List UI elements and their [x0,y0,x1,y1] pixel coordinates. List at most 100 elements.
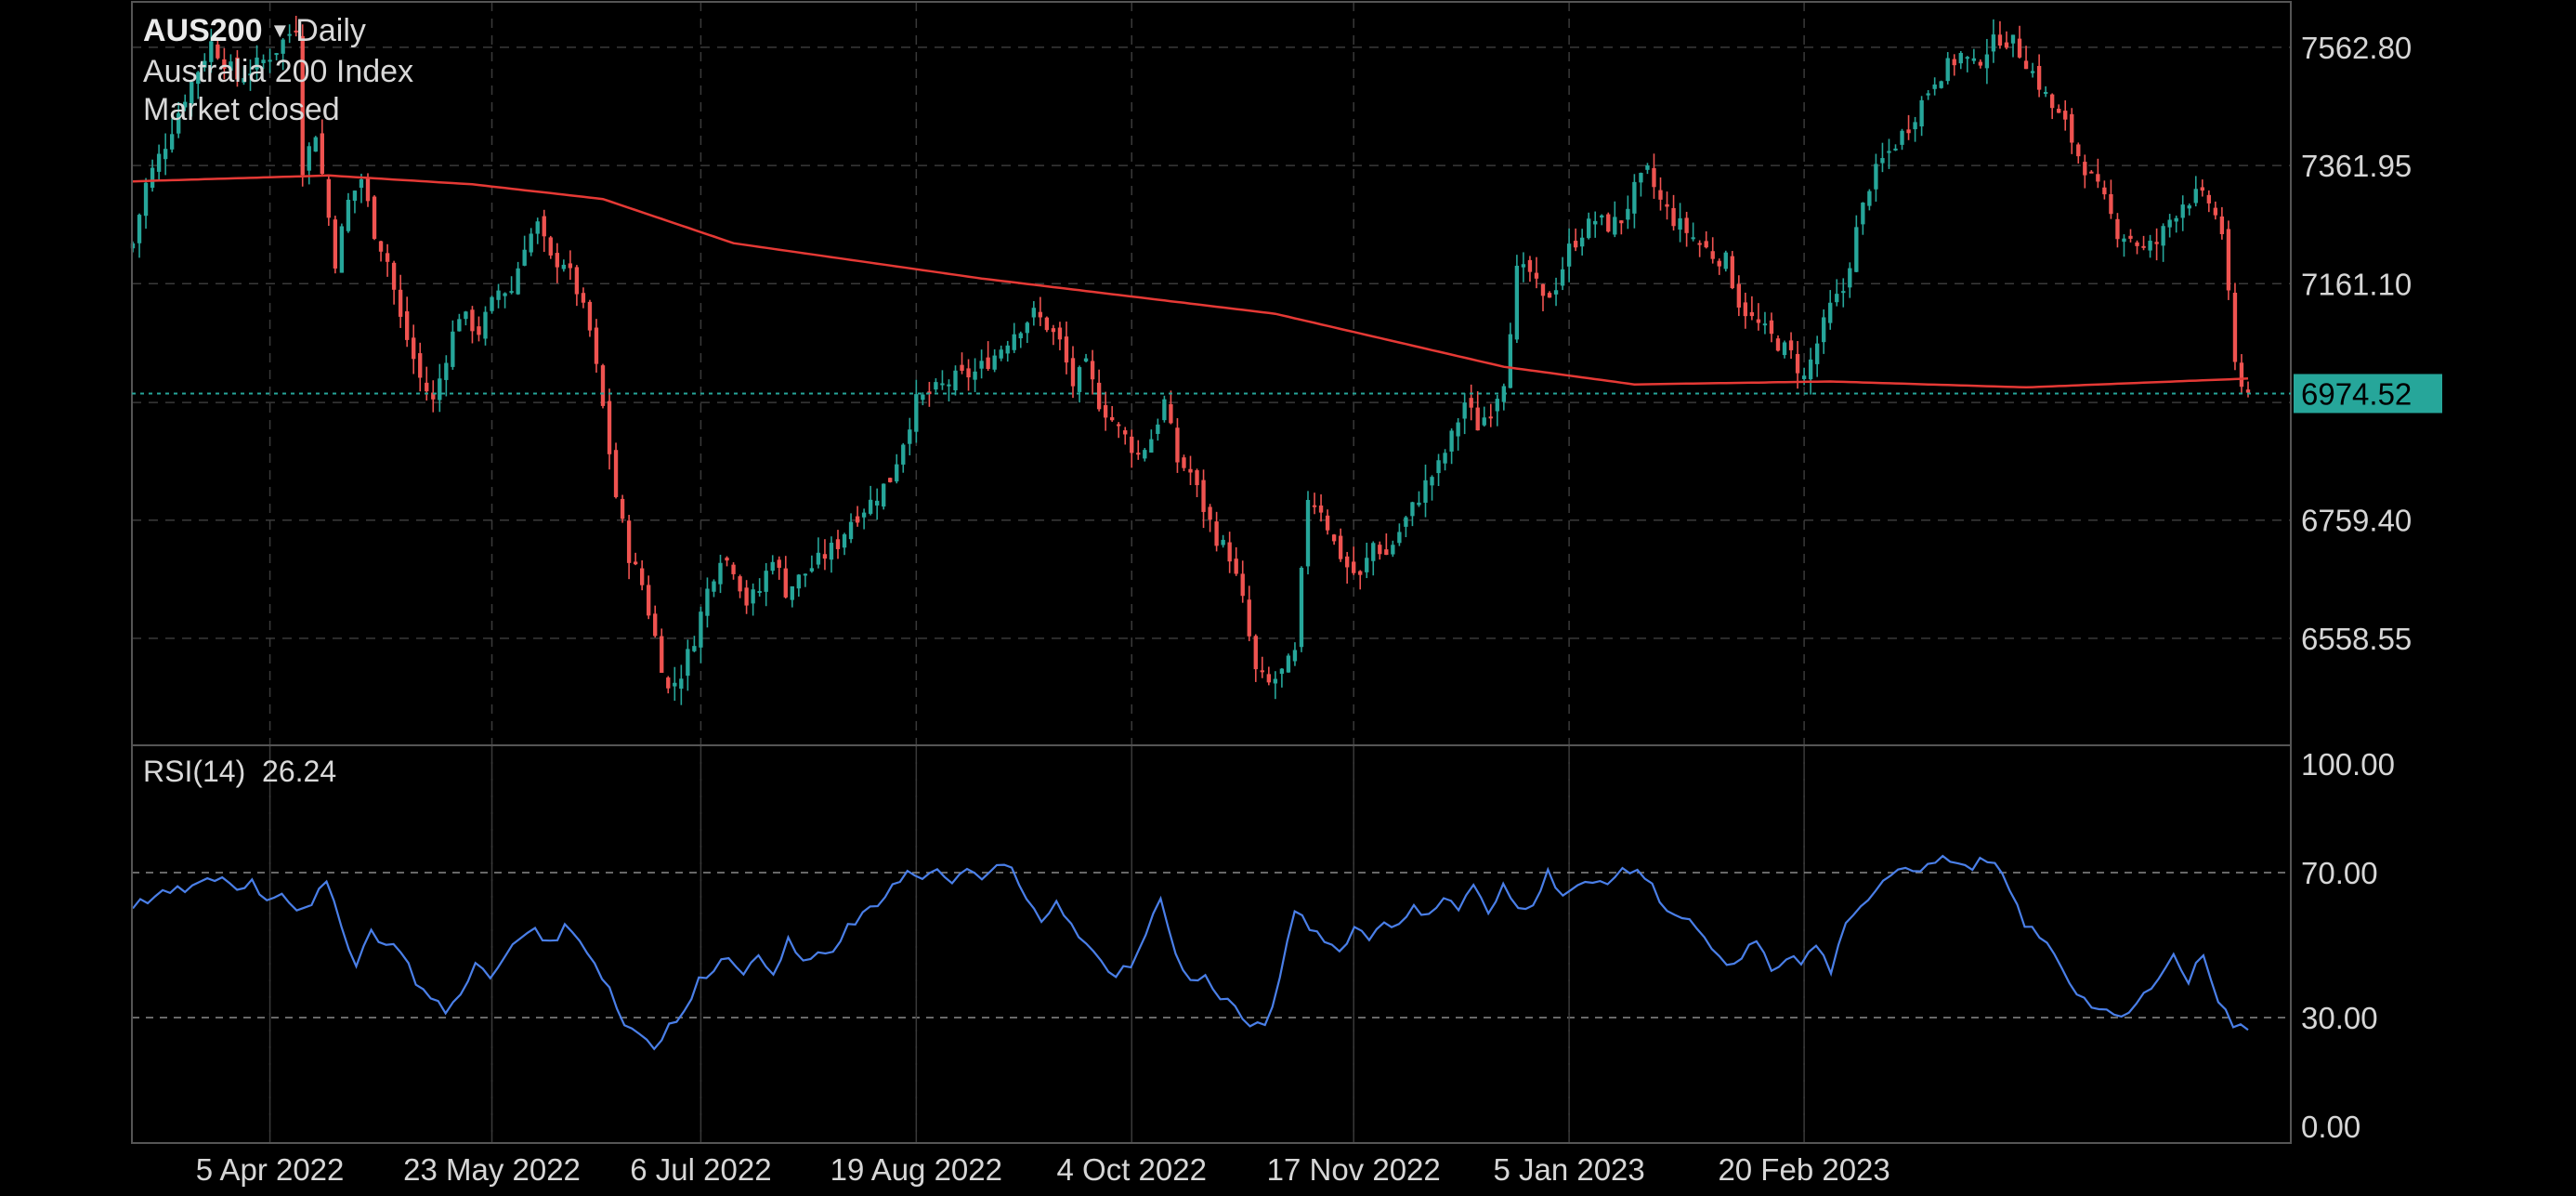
candle-body [1984,54,1990,69]
candle-body [1919,99,1924,127]
candle-body [1573,241,1578,248]
candle-body [2030,71,2035,73]
candle-body [868,499,873,514]
candle-body [2245,389,2251,393]
candle-body [1613,217,1617,235]
candle-body [1991,34,1996,52]
candle-body [2206,194,2212,204]
candle-body [2219,216,2225,234]
moving-average-line [132,174,2249,389]
candle-body [464,311,468,320]
candle-body [1906,129,1911,134]
rsi-header: RSI(14) 26.24 [143,755,336,789]
candle-body [1391,545,1395,555]
x-tick-label: 19 Aug 2022 [830,1152,1002,1187]
candle-body [2148,241,2152,251]
candle-body [1331,534,1337,542]
candle-body [1678,217,1682,230]
candle-body [2161,226,2165,246]
candle-body [490,296,494,311]
candle-body [1299,567,1304,648]
market-status: Market closed [143,92,340,127]
candle-body [281,39,285,54]
candle-body [1626,208,1630,220]
candle-body [1318,505,1324,513]
candle-body [457,319,462,332]
candle-body [1534,272,1539,279]
grid-layer [132,2,2291,1143]
candle-body [600,365,606,406]
candle-body [764,571,768,592]
candle-body [470,309,475,332]
last-price-label: 6974.52 [2301,376,2412,411]
candle-body [705,588,710,616]
candle-body [1130,436,1134,453]
candle-body [1658,190,1663,200]
candle-body [548,237,553,256]
candle-body [261,59,266,64]
candle-body [1652,167,1656,188]
candle-body [1743,302,1748,317]
candle-body [561,264,567,269]
candle-body [1900,130,1904,145]
candle-body [1025,322,1029,334]
candle-body [1286,655,1291,673]
interval-label[interactable]: Daily [295,13,366,48]
candle-body [2187,205,2191,209]
candle-body [1861,203,1865,225]
candle-body [2128,235,2133,239]
candle-body [1038,311,1043,318]
candle-body [626,520,632,563]
candle-body [921,394,925,401]
candle-body [1971,58,1977,61]
candle-body [1952,59,1956,66]
candle-body [1462,402,1467,419]
candle-body [333,219,338,269]
candle-body [725,558,729,561]
candle-body [300,35,305,176]
candle-body [1795,353,1800,374]
candle-body [2070,113,2074,143]
symbol-header[interactable]: AUS200 ▼ Daily [143,15,366,46]
candle-body [1169,403,1173,424]
last-price-tag [2294,374,2442,414]
candle-body [1096,382,1102,410]
candle-body [1874,164,1878,190]
candle-body [1887,151,1891,153]
candle-body [1430,477,1434,486]
candle-body [809,568,815,572]
candle-body [1475,407,1480,431]
candle-body [509,291,514,294]
caret-down-icon[interactable]: ▼ [269,19,291,42]
candle-body [1997,34,2003,46]
candle-body [1782,342,1787,356]
x-tick-label: 20 Feb 2023 [1718,1152,1890,1187]
candle-body [1880,158,1885,164]
candle-body [235,57,240,80]
candle-body [1404,517,1408,527]
candle-body [914,394,919,432]
candle-body [999,349,1003,359]
candle-body [594,327,599,364]
rsi-tick-label: 100.00 [2301,747,2395,782]
candle-body [1926,93,1930,96]
candle-body [404,311,410,340]
candle-body [1162,399,1167,421]
candle-body [1788,340,1794,350]
candle-body [169,134,175,150]
candle-body [731,564,736,574]
candle-body [1822,317,1826,343]
candle-body [177,112,181,134]
candle-body [783,568,788,598]
candle-body [947,384,951,387]
candle-body [1587,218,1591,239]
candle-body [2213,207,2218,216]
x-tick-label: 4 Oct 2022 [1057,1152,1207,1187]
candle-body [1012,334,1016,350]
candle-body [274,53,279,56]
candle-body [633,561,638,565]
candle-body [744,587,749,606]
candle-body [2102,187,2107,195]
